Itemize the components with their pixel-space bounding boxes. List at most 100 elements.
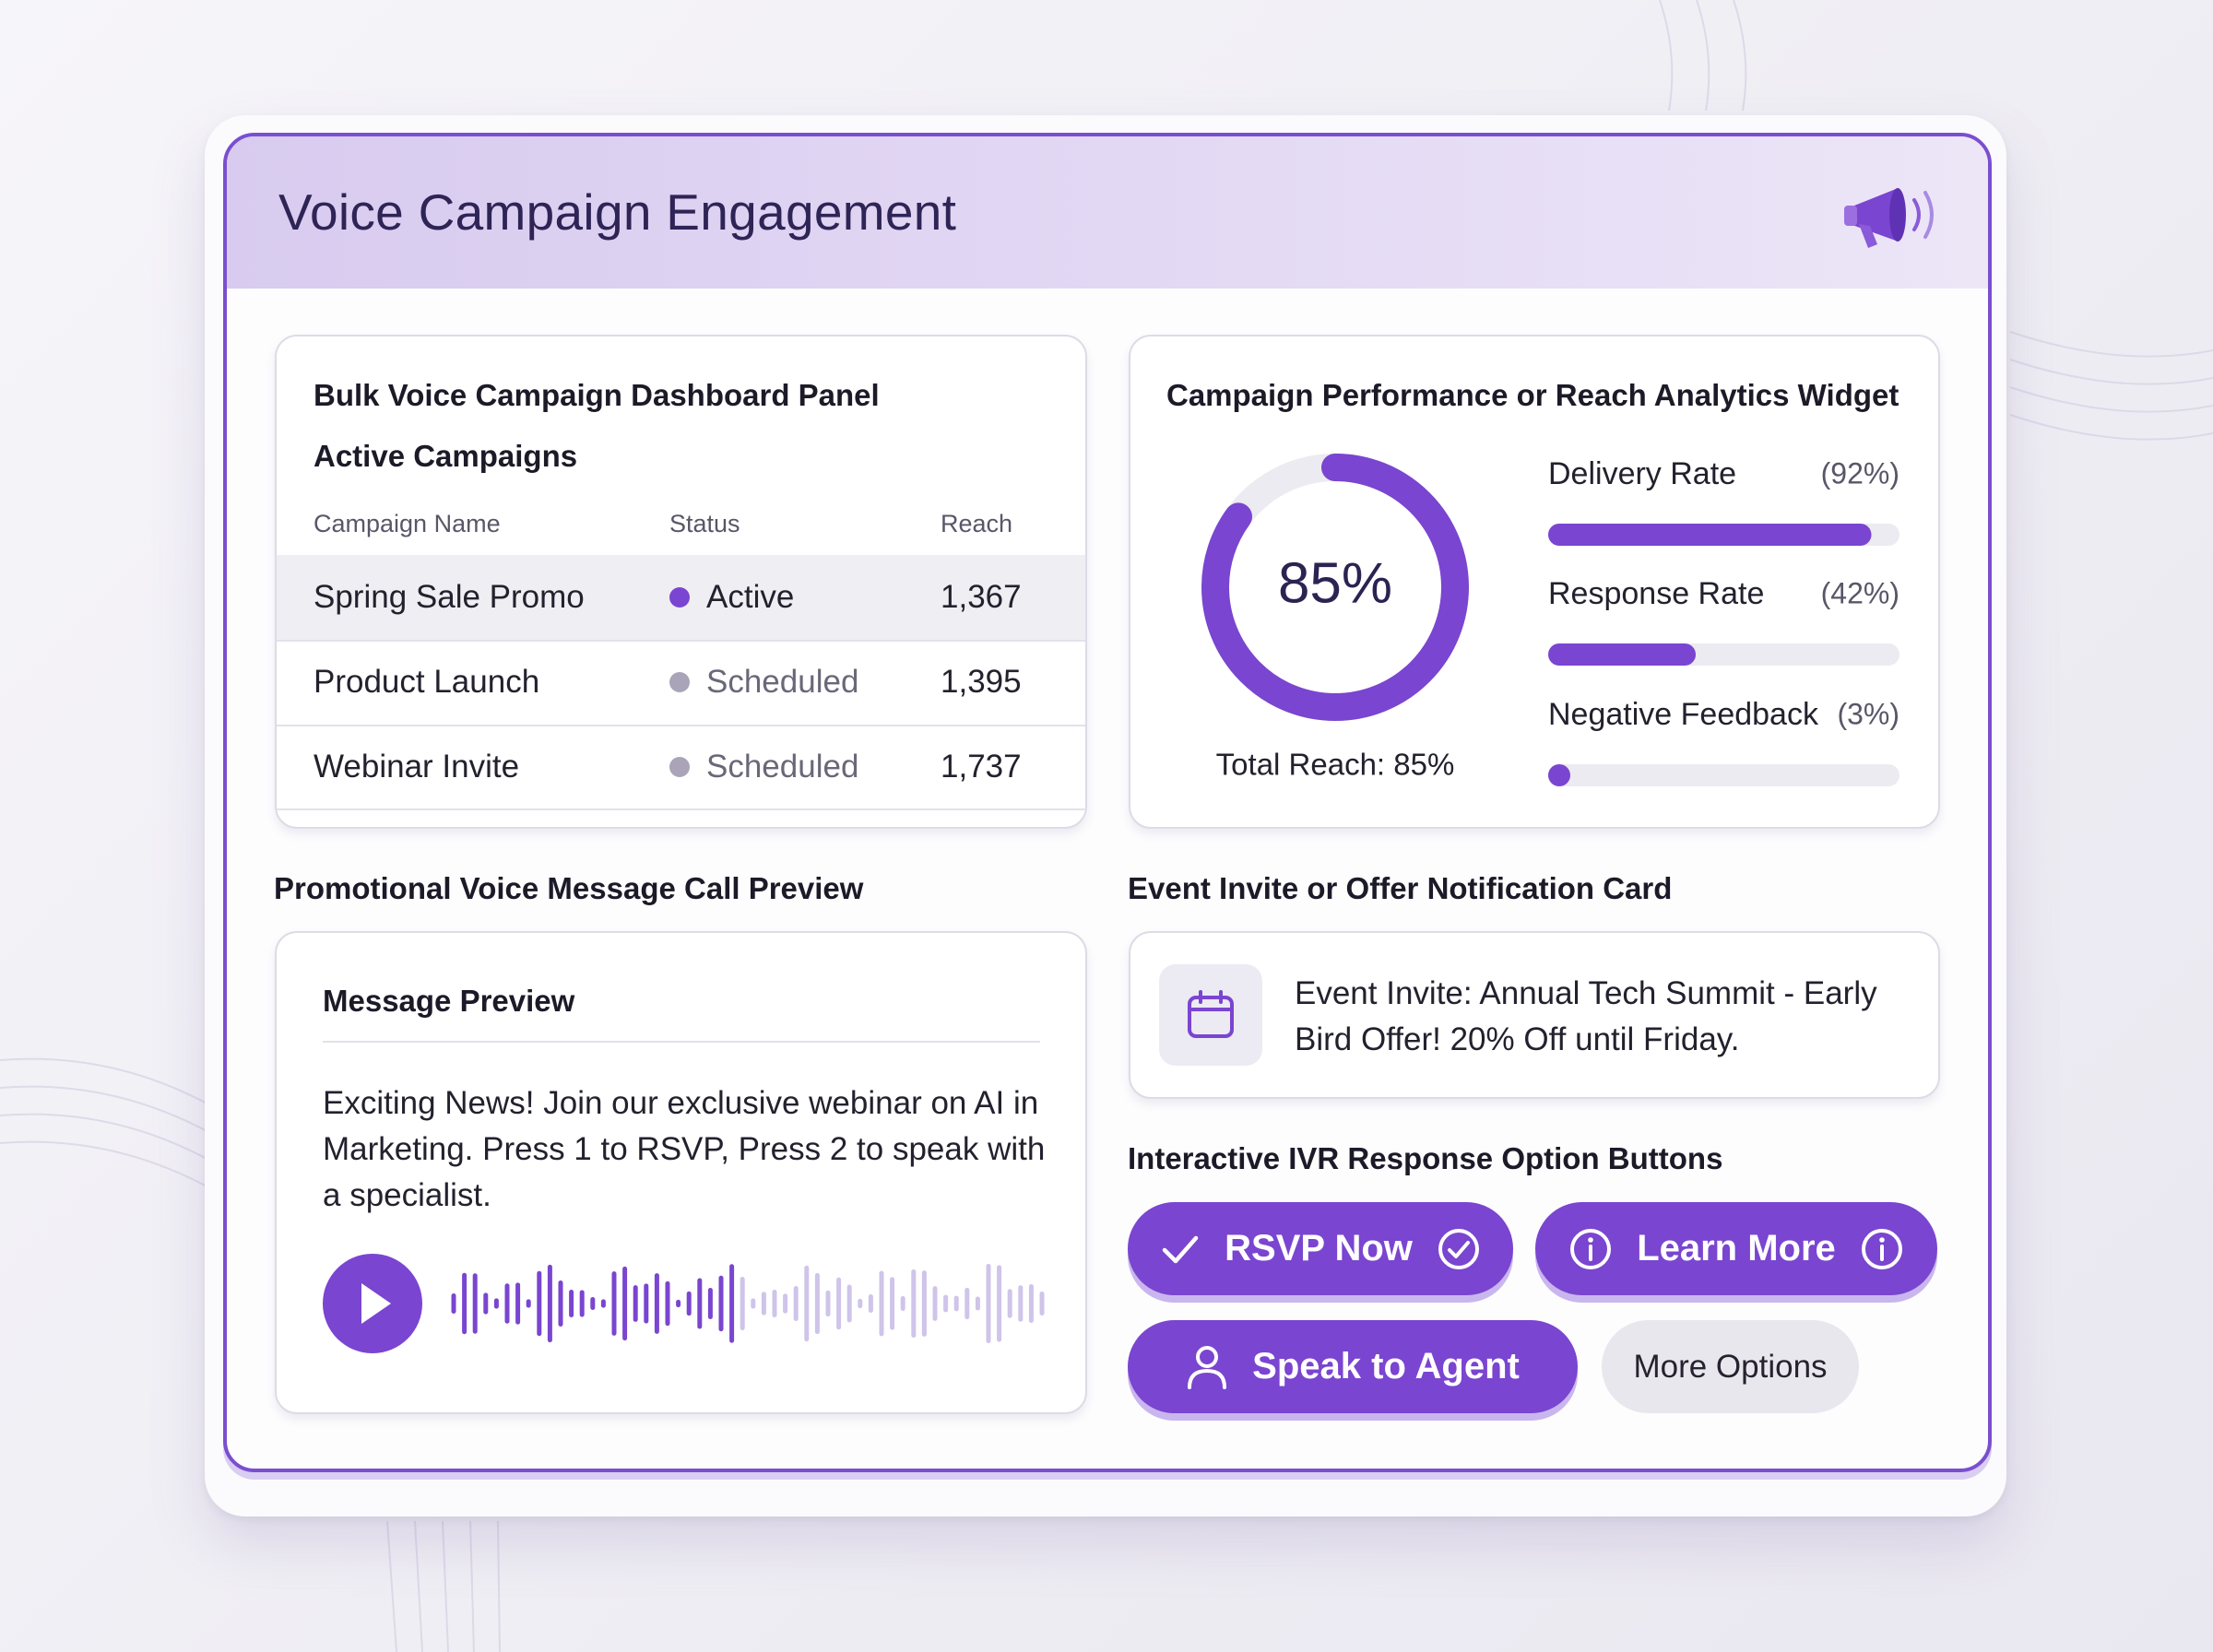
donut-arc — [1201, 454, 1469, 721]
waveform-bar — [729, 1264, 735, 1343]
metric-name: Delivery Rate — [1548, 456, 1736, 491]
message-text: Exciting News! Join our exclusive webina… — [323, 1085, 1046, 1213]
campaign-reach: 1,395 — [941, 664, 1022, 700]
waveform-bar — [654, 1273, 659, 1334]
waveform-bar — [868, 1294, 873, 1313]
waveform-bar — [590, 1297, 596, 1310]
waveform-bar — [644, 1283, 649, 1324]
info-icon — [1570, 1228, 1612, 1269]
waveform-bar — [975, 1296, 980, 1311]
waveform-bar — [1018, 1285, 1024, 1322]
campaign-name: Webinar Invite — [314, 749, 520, 785]
column-header: Status — [669, 510, 740, 537]
row-divider — [277, 808, 1085, 810]
waveform-bar — [761, 1292, 766, 1316]
waveform-bar — [858, 1298, 863, 1309]
more-options-button[interactable]: More Options — [1602, 1320, 1859, 1413]
waveform-bar — [932, 1286, 938, 1321]
button-label: RSVP Now — [1225, 1228, 1413, 1268]
metric-label: (42%) — [1821, 576, 1899, 609]
check-icon — [1162, 1235, 1199, 1263]
status-dot — [669, 587, 690, 608]
waveform-bar — [793, 1285, 799, 1322]
waveform-bar — [686, 1291, 692, 1316]
waveform-bar — [537, 1270, 542, 1337]
waveform-bar — [836, 1277, 842, 1330]
waveform-bar — [900, 1296, 905, 1311]
waveform-bar — [964, 1287, 970, 1320]
campaign-reach: 1,367 — [941, 579, 1022, 615]
waveform-bar — [579, 1290, 585, 1317]
waveform-bar — [558, 1280, 563, 1327]
waveform-bar — [751, 1298, 756, 1309]
progress-fill — [1548, 643, 1697, 666]
waveform-bar — [825, 1290, 831, 1317]
row-divider — [277, 725, 1085, 726]
campaign-panel: Bulk Voice Campaign Dashboard Panel Acti… — [275, 335, 1087, 829]
speak-to-agent-button[interactable]: Speak to Agent — [1128, 1320, 1578, 1413]
calendar-icon — [1188, 990, 1234, 1038]
waveform-bar — [986, 1264, 991, 1343]
notification-text: Event Invite: Annual Tech Summit - Early… — [1295, 975, 1877, 1057]
waveform-bar — [997, 1265, 1002, 1342]
analytics-graphics: 85% Total Reach: 85% Delivery Rate (92%) R… — [1201, 454, 1899, 786]
column-header: Campaign Name — [314, 510, 501, 537]
waveform-bar — [633, 1285, 638, 1322]
rsvp-button[interactable]: RSVP Now — [1128, 1202, 1513, 1295]
campaign-status: Active — [706, 579, 795, 615]
waveform-bar — [504, 1283, 510, 1324]
waveform-bar — [1028, 1284, 1034, 1323]
donut-label: 85% — [1278, 551, 1392, 615]
waveform-bar — [611, 1271, 617, 1336]
audio-player — [323, 1254, 1045, 1353]
panel-title: Bulk Voice Campaign Dashboard Panel — [314, 378, 880, 412]
waveform-bar — [783, 1293, 788, 1314]
waveform-bar — [772, 1290, 777, 1317]
metric-label: (3%) — [1837, 697, 1899, 730]
progress-fill — [1548, 764, 1570, 786]
waveform-bar — [707, 1287, 713, 1320]
campaign-status: Scheduled — [706, 749, 859, 785]
campaign-name: Product Launch — [314, 664, 540, 700]
waveform-bar — [846, 1284, 852, 1323]
campaign-name: Spring Sale Promo — [314, 579, 585, 615]
check-circle-icon — [1438, 1228, 1479, 1269]
waveform-bar — [890, 1277, 895, 1330]
progress-track — [1548, 764, 1899, 786]
megaphone-icon — [1844, 188, 1934, 248]
metric-label: (92%) — [1821, 456, 1899, 490]
waveform-bar — [814, 1272, 820, 1335]
preview-panel: Message Preview Exciting News! Join our … — [275, 931, 1087, 1414]
waveform-bar — [1039, 1292, 1045, 1316]
waveform-bar — [600, 1299, 606, 1308]
page-title: Voice Campaign Engagement — [278, 183, 957, 241]
card-title: Message Preview — [323, 984, 575, 1018]
section-title: Promotional Voice Message Call Preview — [274, 871, 864, 905]
button-label: More Options — [1633, 1348, 1828, 1385]
waveform-bar — [953, 1295, 959, 1312]
waveform-bar — [665, 1280, 670, 1327]
row-divider — [277, 640, 1085, 642]
waveform-bar — [483, 1292, 489, 1315]
divider — [323, 1041, 1040, 1043]
section-title: Interactive IVR Response Option Buttons — [1128, 1141, 1723, 1175]
waveform-bar — [493, 1298, 499, 1309]
learn-more-button[interactable]: Learn More — [1535, 1202, 1937, 1295]
play-icon — [361, 1283, 391, 1324]
panel-subtitle: Active Campaigns — [314, 439, 578, 473]
waveform-bar — [451, 1293, 456, 1314]
waveform-bar — [911, 1269, 917, 1338]
metric-name: Negative Feedback — [1548, 697, 1819, 732]
metric-name: Response Rate — [1548, 576, 1764, 611]
notification-panel: Event Invite: Annual Tech Summit - Early… — [1129, 931, 1940, 1099]
status-dot — [669, 757, 690, 777]
waveform-bar — [804, 1265, 810, 1342]
status-dot — [669, 672, 690, 692]
column-header: Reach — [941, 510, 1013, 537]
waveform-bar — [622, 1266, 628, 1341]
waveform-bar — [718, 1275, 724, 1332]
waveform-bar — [515, 1282, 521, 1325]
progress-fill — [1548, 524, 1872, 546]
button-label: Speak to Agent — [1252, 1346, 1520, 1386]
